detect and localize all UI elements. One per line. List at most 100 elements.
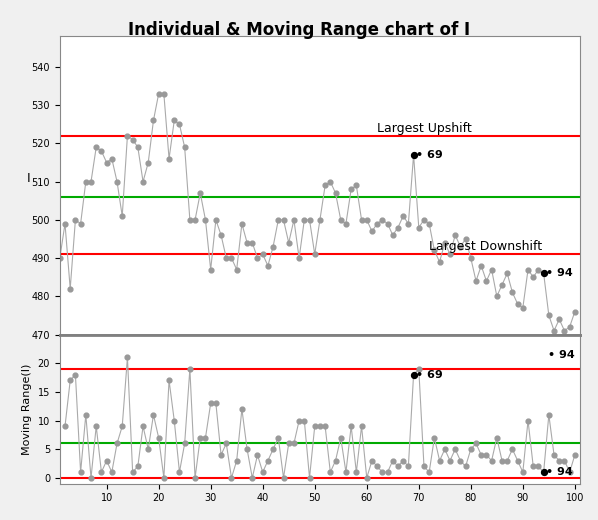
Point bbox=[269, 445, 278, 453]
Point bbox=[471, 277, 481, 285]
Point bbox=[373, 462, 382, 471]
Point bbox=[377, 216, 387, 224]
Point bbox=[180, 143, 190, 151]
Point bbox=[65, 376, 75, 385]
Point bbox=[529, 462, 538, 471]
Point bbox=[196, 434, 205, 442]
Point bbox=[60, 219, 70, 228]
Point bbox=[71, 216, 80, 224]
Point bbox=[211, 216, 221, 224]
Point bbox=[81, 411, 91, 419]
Point bbox=[123, 353, 132, 361]
Point bbox=[253, 254, 263, 262]
Point bbox=[560, 327, 569, 335]
Point bbox=[190, 216, 200, 224]
Point bbox=[346, 185, 356, 193]
Point bbox=[102, 159, 111, 167]
Point bbox=[425, 468, 434, 476]
Point bbox=[159, 474, 169, 482]
Point bbox=[201, 434, 210, 442]
Point bbox=[248, 239, 257, 247]
Point bbox=[357, 216, 367, 224]
Text: • 94: • 94 bbox=[548, 350, 575, 360]
Point bbox=[336, 434, 346, 442]
Point bbox=[388, 457, 398, 465]
Point bbox=[279, 216, 288, 224]
Point bbox=[450, 445, 460, 453]
Point bbox=[107, 468, 117, 476]
Point bbox=[445, 457, 454, 465]
Point bbox=[414, 365, 423, 373]
Point bbox=[367, 457, 377, 465]
Point bbox=[232, 457, 242, 465]
Point bbox=[112, 177, 122, 186]
Point bbox=[560, 457, 569, 465]
Point bbox=[227, 474, 236, 482]
Point bbox=[461, 235, 471, 243]
Point bbox=[466, 254, 475, 262]
Point bbox=[481, 277, 491, 285]
Point bbox=[481, 451, 491, 459]
Point bbox=[315, 422, 325, 431]
Point bbox=[206, 399, 215, 408]
Point bbox=[367, 227, 377, 236]
Point bbox=[331, 189, 340, 197]
Point bbox=[289, 216, 299, 224]
Point bbox=[419, 462, 429, 471]
Point bbox=[123, 132, 132, 140]
Point bbox=[419, 216, 429, 224]
Point bbox=[362, 216, 371, 224]
Point bbox=[477, 262, 486, 270]
Point bbox=[300, 216, 309, 224]
Point bbox=[393, 224, 403, 232]
Point bbox=[341, 219, 350, 228]
Point bbox=[539, 468, 548, 476]
Point bbox=[393, 462, 403, 471]
Point bbox=[487, 265, 496, 274]
Point bbox=[273, 434, 283, 442]
Point bbox=[86, 474, 96, 482]
Point bbox=[539, 468, 548, 476]
Point bbox=[258, 468, 267, 476]
Point bbox=[76, 468, 86, 476]
Point bbox=[65, 284, 75, 293]
Point bbox=[221, 439, 231, 448]
Point bbox=[248, 474, 257, 482]
Point bbox=[221, 254, 231, 262]
Point bbox=[133, 462, 142, 471]
Point bbox=[518, 468, 527, 476]
Point bbox=[227, 254, 236, 262]
Point bbox=[144, 445, 153, 453]
Point bbox=[425, 219, 434, 228]
Point bbox=[352, 468, 361, 476]
Point bbox=[508, 288, 517, 296]
Point bbox=[440, 445, 450, 453]
Point bbox=[435, 457, 444, 465]
Point bbox=[331, 457, 340, 465]
Point bbox=[549, 451, 559, 459]
Text: Largest Downshift: Largest Downshift bbox=[429, 240, 542, 253]
Point bbox=[279, 474, 288, 482]
Point bbox=[269, 242, 278, 251]
Point bbox=[169, 116, 179, 125]
Point bbox=[383, 219, 392, 228]
Point bbox=[284, 239, 294, 247]
Point bbox=[206, 265, 215, 274]
Point bbox=[388, 231, 398, 239]
Point bbox=[325, 468, 335, 476]
Point bbox=[242, 445, 252, 453]
Point bbox=[461, 462, 471, 471]
Point bbox=[159, 89, 169, 98]
Point bbox=[544, 311, 554, 320]
Point bbox=[409, 371, 419, 379]
Point bbox=[86, 177, 96, 186]
Point bbox=[305, 474, 315, 482]
Point bbox=[341, 468, 350, 476]
Point bbox=[533, 265, 543, 274]
Point bbox=[164, 376, 174, 385]
Point bbox=[253, 451, 263, 459]
Point bbox=[518, 304, 527, 312]
Point bbox=[398, 457, 408, 465]
Point bbox=[477, 451, 486, 459]
Point bbox=[169, 417, 179, 425]
